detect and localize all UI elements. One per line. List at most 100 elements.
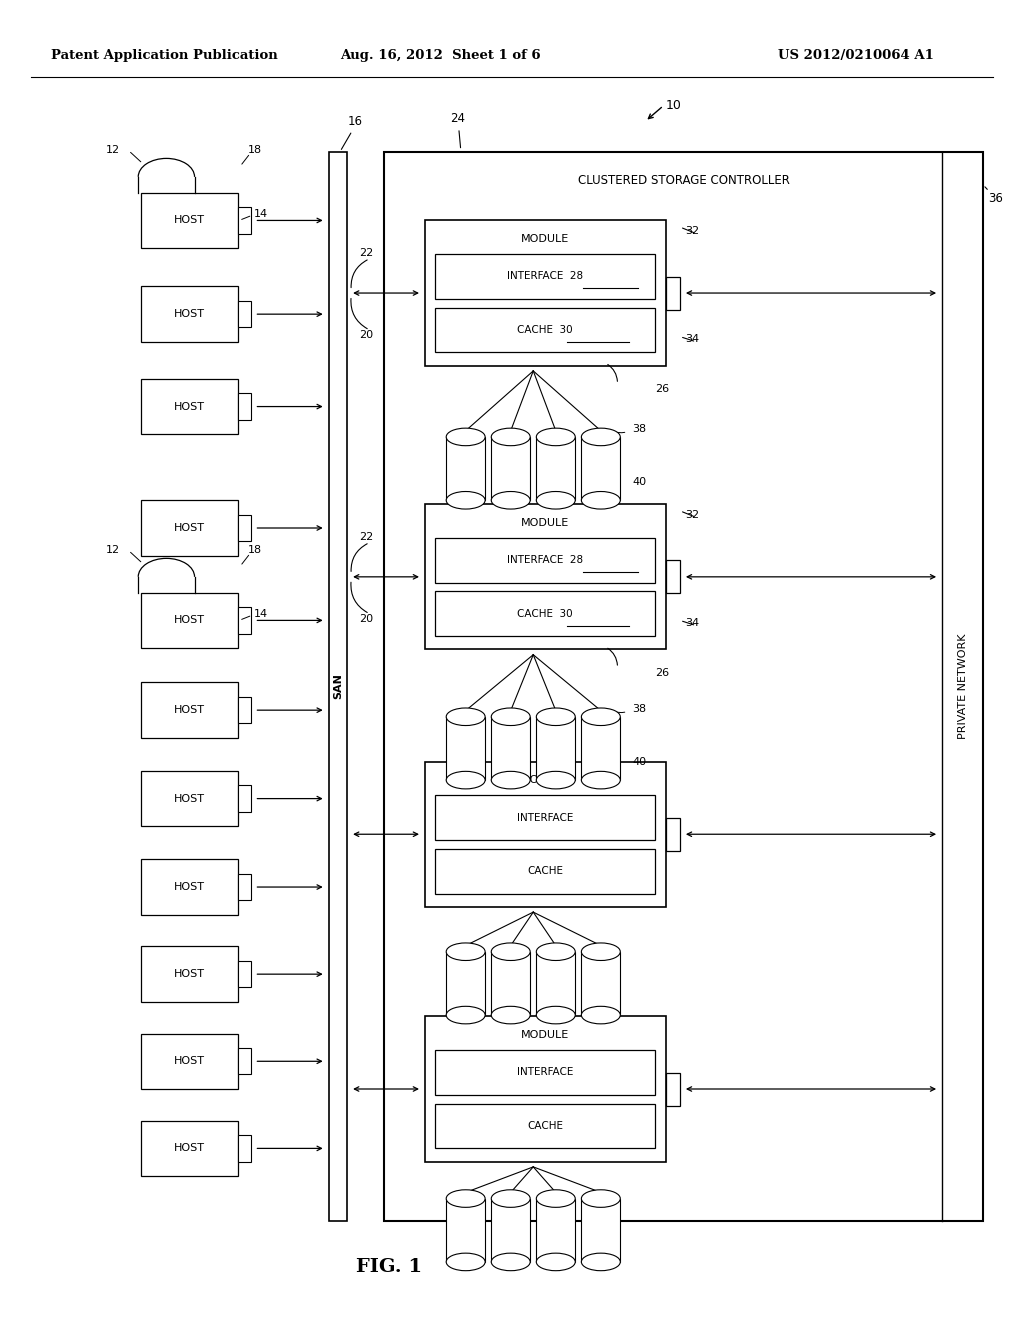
Bar (492, 717, 530, 780)
Bar (238, 697, 252, 723)
Ellipse shape (582, 1189, 621, 1208)
Bar (446, 1199, 485, 1262)
Ellipse shape (582, 428, 621, 446)
Bar (537, 717, 575, 780)
Text: CACHE: CACHE (527, 866, 563, 876)
Bar (425, 1016, 666, 1162)
Bar (666, 277, 680, 309)
Bar (435, 537, 655, 582)
Bar (492, 437, 530, 500)
Text: 32: 32 (685, 510, 699, 520)
Bar (666, 817, 680, 851)
Bar (582, 1199, 621, 1262)
Bar (238, 1048, 252, 1074)
Bar (238, 515, 252, 541)
Bar (238, 785, 252, 812)
Bar (537, 952, 575, 1015)
Bar (537, 437, 575, 500)
Bar (435, 849, 655, 894)
Bar (492, 1199, 530, 1262)
Text: 20: 20 (359, 330, 374, 341)
Bar (141, 771, 238, 826)
Bar (141, 593, 238, 648)
Text: 10: 10 (666, 99, 682, 112)
Bar (537, 1199, 575, 1262)
Text: PRIVATE NETWORK: PRIVATE NETWORK (957, 634, 968, 739)
Text: CACHE  30: CACHE 30 (517, 609, 573, 619)
Ellipse shape (582, 491, 621, 510)
Ellipse shape (492, 428, 530, 446)
Text: INTERFACE: INTERFACE (517, 1068, 573, 1077)
Bar (238, 607, 252, 634)
Ellipse shape (492, 1253, 530, 1271)
Text: US 2012/0210064 A1: US 2012/0210064 A1 (778, 49, 934, 62)
Text: 26: 26 (655, 384, 670, 395)
Bar (582, 437, 621, 500)
Text: 22: 22 (359, 532, 374, 543)
Text: 14: 14 (254, 609, 267, 619)
Text: HOST: HOST (174, 215, 205, 226)
Bar (141, 286, 238, 342)
Bar (435, 795, 655, 840)
Bar (446, 437, 485, 500)
Text: HOST: HOST (174, 1143, 205, 1154)
Ellipse shape (537, 1006, 575, 1024)
Ellipse shape (492, 942, 530, 961)
Text: 40: 40 (633, 756, 647, 767)
Text: CACHE  30: CACHE 30 (517, 325, 573, 335)
Ellipse shape (537, 1189, 575, 1208)
Ellipse shape (582, 708, 621, 726)
Bar (238, 1135, 252, 1162)
Text: HOST: HOST (174, 523, 205, 533)
Bar (666, 560, 680, 594)
Bar (238, 393, 252, 420)
Text: 26: 26 (655, 668, 670, 678)
Bar (141, 946, 238, 1002)
Text: 14: 14 (254, 209, 267, 219)
Text: MODULE: MODULE (521, 234, 569, 244)
Text: MODULE: MODULE (521, 517, 569, 528)
Text: HOST: HOST (174, 793, 205, 804)
Bar (425, 504, 666, 649)
Text: MODULE: MODULE (521, 775, 569, 785)
Text: 16: 16 (348, 115, 364, 128)
Bar (435, 308, 655, 352)
Bar (435, 591, 655, 636)
Ellipse shape (537, 1253, 575, 1271)
Ellipse shape (446, 708, 485, 726)
Text: FIG. 1: FIG. 1 (356, 1258, 422, 1276)
Ellipse shape (446, 771, 485, 789)
Ellipse shape (446, 1006, 485, 1024)
Text: 32: 32 (685, 226, 699, 236)
Bar (446, 952, 485, 1015)
Ellipse shape (582, 771, 621, 789)
Text: HOST: HOST (174, 615, 205, 626)
Ellipse shape (446, 1189, 485, 1208)
Text: 12: 12 (106, 545, 121, 556)
Bar (141, 193, 238, 248)
Bar (582, 717, 621, 780)
Text: 18: 18 (249, 145, 262, 156)
Ellipse shape (582, 942, 621, 961)
Text: HOST: HOST (174, 969, 205, 979)
Ellipse shape (537, 708, 575, 726)
Bar (141, 1121, 238, 1176)
Text: HOST: HOST (174, 309, 205, 319)
Text: HOST: HOST (174, 882, 205, 892)
Bar (435, 253, 655, 298)
Bar (492, 952, 530, 1015)
Text: CACHE: CACHE (527, 1121, 563, 1131)
Ellipse shape (492, 708, 530, 726)
Bar (425, 762, 666, 907)
Ellipse shape (492, 1189, 530, 1208)
Bar (329, 152, 347, 1221)
Text: 20: 20 (359, 614, 374, 624)
Text: 38: 38 (633, 704, 647, 714)
Text: 36: 36 (988, 191, 1004, 205)
Text: HOST: HOST (174, 705, 205, 715)
Text: CLUSTERED STORAGE CONTROLLER: CLUSTERED STORAGE CONTROLLER (578, 174, 790, 187)
Ellipse shape (492, 1006, 530, 1024)
Text: 40: 40 (633, 477, 647, 487)
Ellipse shape (582, 1253, 621, 1271)
Text: INTERFACE  28: INTERFACE 28 (507, 556, 584, 565)
